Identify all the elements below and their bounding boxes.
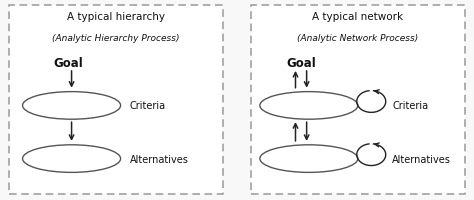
Ellipse shape [23,145,120,173]
FancyBboxPatch shape [251,6,465,194]
Text: Criteria: Criteria [129,101,165,111]
Text: A typical hierarchy: A typical hierarchy [67,12,165,22]
Text: Alternatives: Alternatives [392,154,451,164]
Text: (Analytic Hierarchy Process): (Analytic Hierarchy Process) [53,33,180,42]
Text: Criteria: Criteria [392,101,428,111]
Text: (Analytic Network Process): (Analytic Network Process) [297,33,419,42]
Text: Goal: Goal [54,57,83,70]
Text: Goal: Goal [287,57,316,70]
Ellipse shape [260,92,358,120]
Text: Alternatives: Alternatives [129,154,188,164]
Ellipse shape [260,145,358,173]
FancyBboxPatch shape [9,6,223,194]
Text: A typical network: A typical network [312,12,403,22]
Ellipse shape [23,92,120,120]
